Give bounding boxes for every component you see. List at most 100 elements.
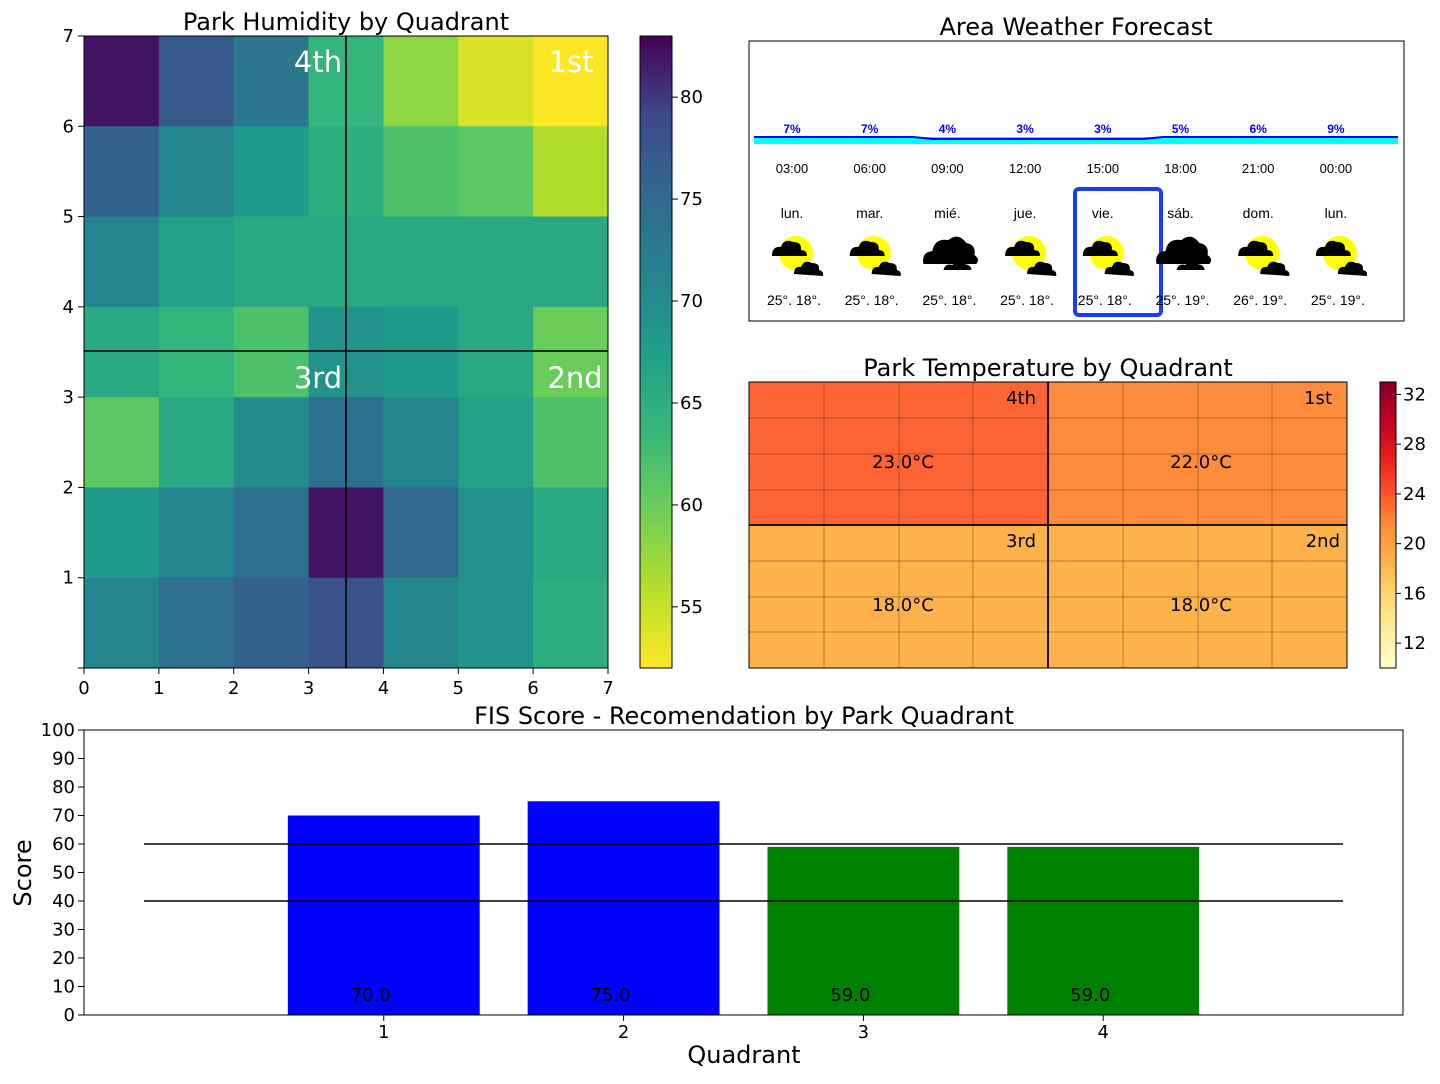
humidity-cell xyxy=(533,487,609,579)
forecast-day-name: mar. xyxy=(856,205,883,221)
humidity-cell xyxy=(84,577,160,669)
humidity-cell xyxy=(533,36,609,127)
forecast-day[interactable]: vie. 25°. 18°. xyxy=(1078,205,1134,308)
humidity-cell xyxy=(458,126,534,218)
humidity-cell xyxy=(158,352,235,398)
humidity-cell xyxy=(383,352,459,398)
temperature-value: 18.0°C xyxy=(1170,595,1232,616)
forecast-temps: 25°. 18°. xyxy=(845,292,899,308)
humidity-cell xyxy=(233,216,310,308)
forecast-day: dom. 26°. 19°. xyxy=(1233,205,1290,308)
humidity-xtick-label: 4 xyxy=(378,678,389,699)
forecast-hour: 18:00 xyxy=(1164,161,1197,176)
humidity-cell xyxy=(383,397,459,488)
score-bar-label: 59.0 xyxy=(1070,985,1110,1006)
humidity-xtick-label: 6 xyxy=(527,678,538,699)
precipitation-percent: 3% xyxy=(1094,122,1112,136)
humidity-colorbar-label: 70 xyxy=(680,291,703,312)
humidity-cell xyxy=(533,126,609,218)
forecast-hours: 7% 03:00 7% 06:00 4% 09:00 3% 12:00 3% 15:00 5% 18:… xyxy=(776,122,1352,176)
humidity-xtick-label: 0 xyxy=(78,678,89,699)
score-ytick-label: 20 xyxy=(52,948,75,969)
precipitation-percent: 7% xyxy=(783,122,801,136)
temperature-panel: Park Temperature by Quadrant 4th 1st 3rd… xyxy=(748,354,1426,669)
forecast-temps: 25°. 18°. xyxy=(1000,292,1054,308)
score-title: FIS Score - Recomendation by Park Quadra… xyxy=(474,702,1014,730)
precipitation-percent: 9% xyxy=(1327,122,1345,136)
humidity-cell xyxy=(84,487,160,579)
humidity-cell xyxy=(383,216,459,308)
score-ytick-label: 10 xyxy=(52,977,75,998)
score-ytick-label: 30 xyxy=(52,920,75,941)
forecast-day: jue. 25°. 18°. xyxy=(1000,205,1057,308)
humidity-xtick-label: 7 xyxy=(602,678,613,699)
temperature-colorbar-label: 12 xyxy=(1403,633,1426,654)
score-chart: 70.0 75.0 59.0 59.01 2 3 401020304050607080901… xyxy=(41,720,1344,1043)
humidity-cell xyxy=(233,126,310,218)
humidity-cell xyxy=(158,577,235,669)
score-ylabel: Score xyxy=(9,839,37,906)
cloud-icon xyxy=(923,236,978,270)
temperature-cell-4th xyxy=(749,382,1048,525)
humidity-cell xyxy=(458,216,534,308)
forecast-day: lun. 25°. 19°. xyxy=(1311,205,1368,308)
score-frame xyxy=(83,729,1404,1016)
humidity-cell xyxy=(233,577,310,669)
temperature-cell-2nd xyxy=(1048,525,1347,668)
score-ytick-label: 70 xyxy=(52,806,75,827)
forecast-selected-day xyxy=(1073,187,1163,317)
score-ytick-label: 40 xyxy=(52,891,75,912)
temperature-colorbar-label: 32 xyxy=(1403,384,1426,405)
precipitation-line xyxy=(754,136,1398,140)
humidity-quadrant-label: 4th xyxy=(294,45,342,79)
humidity-colorbar-label: 75 xyxy=(680,189,703,210)
score-bar-label: 59.0 xyxy=(830,985,870,1006)
forecast-day: mié. 25°. 18°. xyxy=(922,205,978,308)
forecast-temps: 25°. 19°. xyxy=(1155,292,1209,308)
sun-cloud-icon xyxy=(772,236,824,276)
forecast-hour: 06:00 xyxy=(853,161,886,176)
temperature-colorbar: 12 16 20 24 28 32 xyxy=(1379,381,1426,669)
score-bar-label: 75.0 xyxy=(591,985,631,1006)
temperature-frame xyxy=(748,381,1348,669)
precipitation-percent: 3% xyxy=(1016,122,1034,136)
humidity-cell xyxy=(84,397,160,488)
humidity-colorbar-label: 60 xyxy=(680,495,703,516)
humidity-cell xyxy=(383,36,459,127)
sun-cloud-icon xyxy=(849,236,901,276)
humidity-colorbar-ticks: 55 60 65 70 75 80 xyxy=(672,87,703,618)
humidity-cell xyxy=(383,126,459,218)
humidity-quadrant-label: 3rd xyxy=(294,361,342,395)
forecast-temps: 25°. 19°. xyxy=(1311,292,1365,308)
humidity-cell xyxy=(158,487,235,579)
score-bar xyxy=(287,815,480,1015)
score-panel: FIS Score - Recomendation by Park Quadra… xyxy=(9,702,1404,1069)
humidity-cell xyxy=(533,216,609,308)
temperature-quadrant-label: 4th xyxy=(1006,388,1036,409)
humidity-cell xyxy=(158,397,235,488)
precipitation-percent: 6% xyxy=(1250,122,1268,136)
temperature-colorbar-ticks: 12 16 20 24 28 32 xyxy=(1396,384,1426,654)
humidity-cell xyxy=(533,306,609,353)
forecast-day: lun. 25°. 18°. xyxy=(767,205,824,308)
temperature-value: 22.0°C xyxy=(1170,452,1232,473)
forecast-day-name: dom. xyxy=(1243,205,1274,221)
forecast-hour: 15:00 xyxy=(1087,161,1120,176)
score-ytick-label: 90 xyxy=(52,749,75,770)
sun-cloud-icon xyxy=(1005,236,1057,276)
humidity-cell xyxy=(84,126,160,218)
humidity-cell xyxy=(84,36,160,127)
humidity-cell xyxy=(233,306,310,353)
temperature-cell-3rd xyxy=(749,525,1048,668)
humidity-colorbar-label: 65 xyxy=(680,393,703,414)
temperature-title: Park Temperature by Quadrant xyxy=(863,354,1232,382)
forecast-days: lun.25°. 18°. mar. 25°. 18°. mié.25°. 18°. j… xyxy=(767,205,1368,308)
humidity-axes: 0 1 2 3 4 5 6 7 1 2 3 4 5 6 7 xyxy=(63,26,614,699)
humidity-ytick-label: 1 xyxy=(63,568,74,589)
humidity-cell xyxy=(383,487,459,579)
forecast-day-name: jue. xyxy=(1013,205,1037,221)
humidity-cell xyxy=(158,126,235,218)
temperature-value: 18.0°C xyxy=(872,595,934,616)
temperature-quadrant-label: 3rd xyxy=(1006,531,1036,552)
